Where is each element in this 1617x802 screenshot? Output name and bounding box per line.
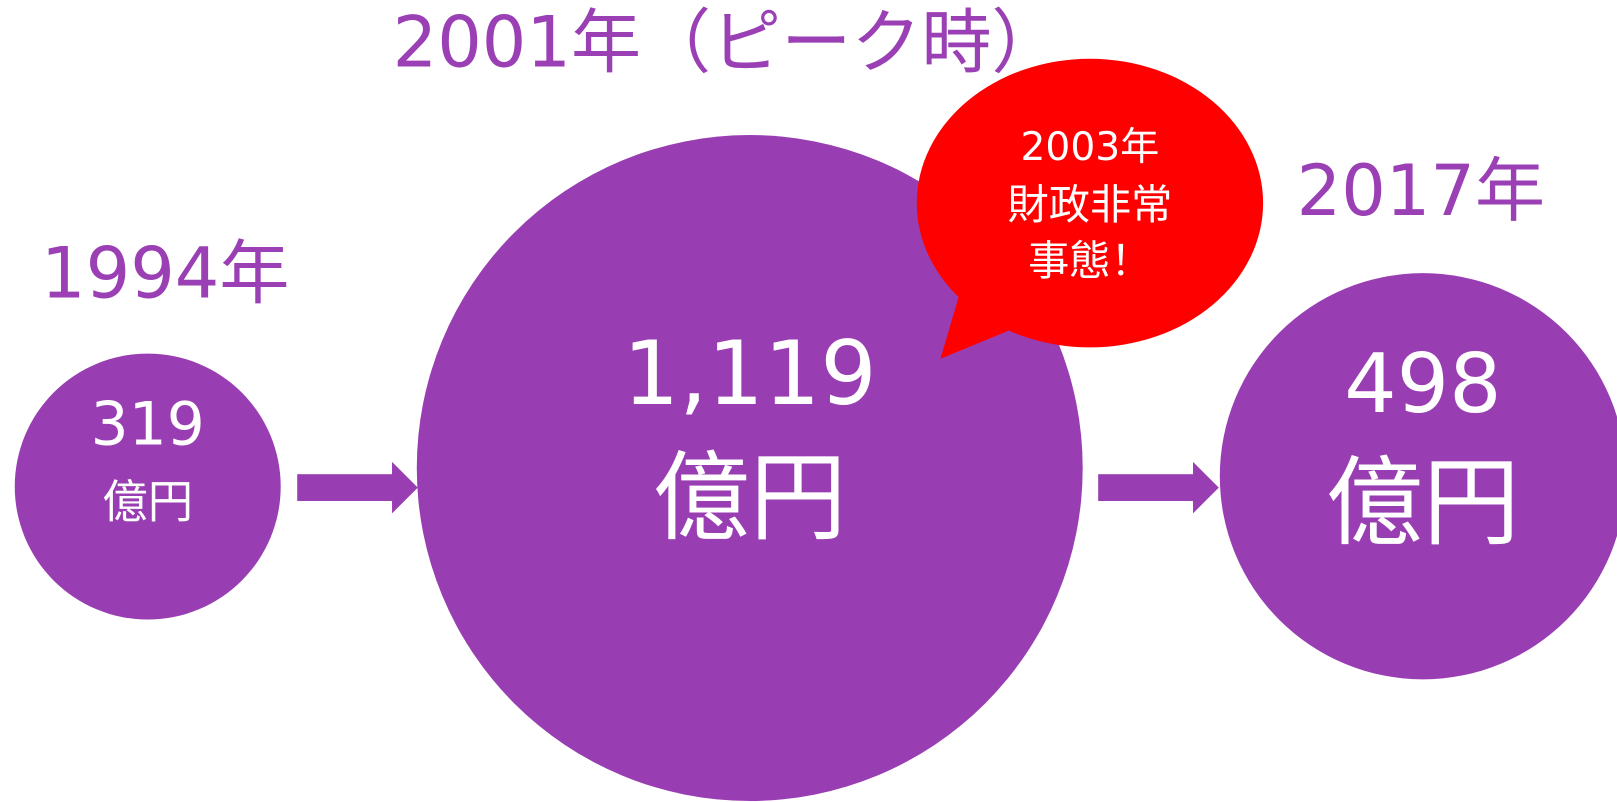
value: 498	[1344, 336, 1501, 432]
unit: 億円	[1326, 447, 1520, 560]
circle-2001	[416, 135, 1083, 801]
circle-2017	[1219, 273, 1617, 680]
arrow-1	[297, 461, 418, 514]
unit: 億円	[102, 476, 193, 529]
arrow-2	[1098, 461, 1219, 514]
callout-line: 事態！	[1028, 237, 1152, 285]
circle-1994	[14, 353, 281, 620]
year-label: 2001年（ピーク時）	[393, 1, 1062, 83]
value: 319	[91, 390, 205, 459]
callout-line: 2003年	[1021, 125, 1160, 170]
value: 1,119	[623, 322, 877, 425]
speech-bubble	[916, 58, 1264, 359]
year-label: 2017年	[1297, 150, 1545, 232]
unit: 億円	[653, 441, 847, 554]
year-label: 1994年	[41, 232, 289, 314]
callout-line: 財政非常	[1007, 181, 1172, 229]
